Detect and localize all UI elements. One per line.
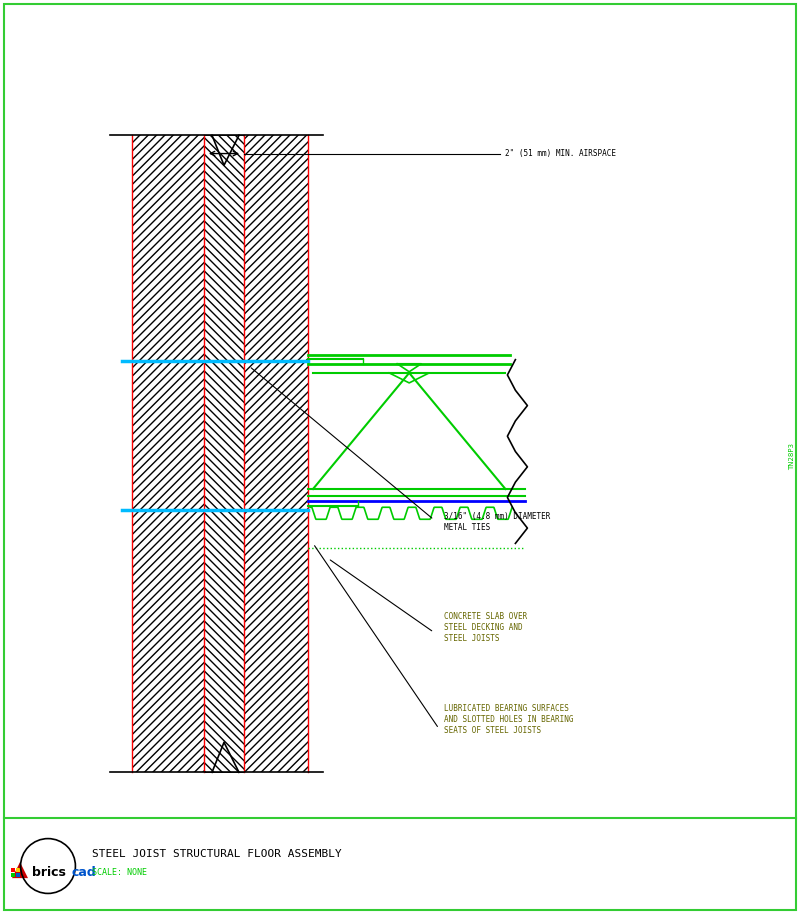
Text: METAL TIES: METAL TIES [444,523,490,532]
Text: LUBRICATED BEARING SURFACES: LUBRICATED BEARING SURFACES [444,704,569,713]
Bar [204,135,244,772]
Text: 3/16" (4.8 mm) DIAMETER: 3/16" (4.8 mm) DIAMETER [444,512,550,521]
Text: 2" (51 mm) MIN. AIRSPACE: 2" (51 mm) MIN. AIRSPACE [505,149,616,158]
Text: CONCRETE SLAB OVER: CONCRETE SLAB OVER [444,612,527,622]
Bar [132,135,204,772]
Polygon shape [12,862,28,878]
Bar [16,868,20,872]
Text: STEEL JOIST STRUCTURAL FLOOR ASSEMBLY: STEEL JOIST STRUCTURAL FLOOR ASSEMBLY [92,849,342,859]
Text: AND SLOTTED HOLES IN BEARING: AND SLOTTED HOLES IN BEARING [444,715,574,724]
Bar [16,873,20,877]
Bar [11,868,15,872]
Text: TN28P3: TN28P3 [789,443,795,471]
Bar [11,873,15,877]
Text: SEATS OF STEEL JOISTS: SEATS OF STEEL JOISTS [444,726,541,735]
Text: brics: brics [32,866,66,878]
Text: STEEL JOISTS: STEEL JOISTS [444,634,499,643]
Bar [244,135,308,772]
Text: STEEL DECKING AND: STEEL DECKING AND [444,623,522,632]
Text: cad: cad [72,866,97,878]
Text: SCALE: NONE: SCALE: NONE [92,868,147,877]
